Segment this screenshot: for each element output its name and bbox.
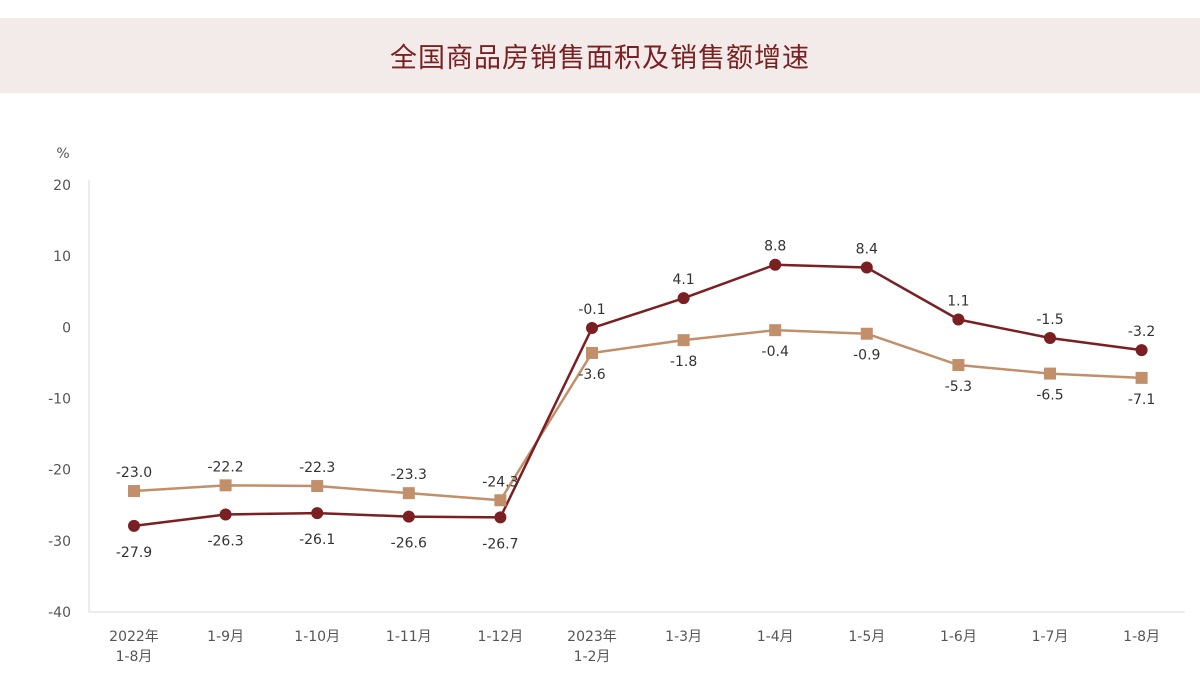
data-label-circle: -27.9 xyxy=(116,545,152,561)
data-point-square xyxy=(494,494,507,507)
data-point-circle xyxy=(1135,344,1148,357)
x-tick-label: 2022年 1-8月 xyxy=(109,629,159,665)
data-label-circle: -26.3 xyxy=(207,534,243,550)
data-point-circle xyxy=(311,507,324,520)
data-label-square: -23.3 xyxy=(391,467,427,483)
data-label-square: -22.2 xyxy=(207,459,243,475)
y-tick-label: -40 xyxy=(48,605,71,621)
data-point-square xyxy=(219,479,232,492)
data-point-square xyxy=(769,324,782,337)
x-tick-label: 2023年 1-2月 xyxy=(567,629,617,665)
data-label-circle: -26.7 xyxy=(482,536,518,552)
y-axis-unit: % xyxy=(56,146,69,162)
data-label-circle: 8.4 xyxy=(856,242,878,258)
data-label-square: -22.3 xyxy=(299,460,335,476)
data-point-square xyxy=(128,485,140,498)
data-label-square: -23.0 xyxy=(116,465,152,481)
data-point-circle xyxy=(494,511,507,524)
data-label-square: -3.6 xyxy=(578,367,605,383)
data-label-square: -24.3 xyxy=(482,474,518,490)
data-point-square xyxy=(677,334,690,347)
data-point-circle xyxy=(860,261,873,274)
data-point-circle xyxy=(677,292,690,305)
data-point-square xyxy=(860,327,873,340)
x-tick-label: 1-8月 xyxy=(1123,629,1160,645)
x-tick-label: 1-7月 xyxy=(1032,629,1069,645)
title-bar: 全国商品房销售面积及销售额增速 xyxy=(0,18,1200,93)
data-label-square: -1.8 xyxy=(670,354,697,370)
y-tick-label: 0 xyxy=(62,320,71,336)
data-point-square xyxy=(311,480,324,493)
data-label-square: -7.1 xyxy=(1128,392,1155,408)
data-label-circle: -26.6 xyxy=(391,536,427,552)
y-tick-label: 10 xyxy=(53,249,71,265)
data-label-square: -0.4 xyxy=(762,344,789,360)
data-label-square: -0.9 xyxy=(853,348,880,364)
data-point-circle xyxy=(586,322,598,335)
x-tick-label: 1-9月 xyxy=(207,629,244,645)
y-tick-label: 20 xyxy=(53,178,71,194)
x-tick-label: 1-10月 xyxy=(294,629,340,645)
data-label-circle: -1.5 xyxy=(1036,312,1063,328)
x-tick-label: 1-6月 xyxy=(940,629,977,645)
data-point-circle xyxy=(952,313,965,326)
data-label-circle: 8.8 xyxy=(764,239,786,255)
data-point-circle xyxy=(219,508,232,521)
data-label-circle: -0.1 xyxy=(578,302,605,318)
data-label-square: -6.5 xyxy=(1036,388,1063,404)
data-label-square: -5.3 xyxy=(945,379,972,395)
y-tick-label: -10 xyxy=(48,392,71,408)
data-point-square xyxy=(1044,367,1056,380)
y-tick-label: -30 xyxy=(48,534,71,550)
data-label-circle: -3.2 xyxy=(1128,324,1155,340)
x-tick-label: 1-11月 xyxy=(386,629,432,645)
chart-title: 全国商品房销售面积及销售额增速 xyxy=(390,43,810,74)
data-point-square xyxy=(1135,371,1148,384)
data-point-square xyxy=(586,346,598,359)
x-tick-label: 1-4月 xyxy=(757,629,794,645)
x-tick-label: 1-5月 xyxy=(848,629,885,645)
data-label-circle: 1.1 xyxy=(947,294,969,310)
x-tick-label: 1-3月 xyxy=(665,629,702,645)
data-point-square xyxy=(402,487,415,500)
x-tick-label: 1-12月 xyxy=(478,629,524,645)
series-line-2 xyxy=(133,263,1142,528)
data-point-circle xyxy=(769,258,782,271)
data-point-circle xyxy=(128,519,140,532)
data-point-square xyxy=(952,359,965,372)
data-point-circle xyxy=(1044,332,1056,345)
series-line-1 xyxy=(133,328,1142,502)
y-tick-label: -20 xyxy=(48,463,71,479)
data-label-circle: 4.1 xyxy=(672,272,694,288)
data-point-circle xyxy=(402,510,415,523)
data-label-circle: -26.1 xyxy=(299,532,335,548)
